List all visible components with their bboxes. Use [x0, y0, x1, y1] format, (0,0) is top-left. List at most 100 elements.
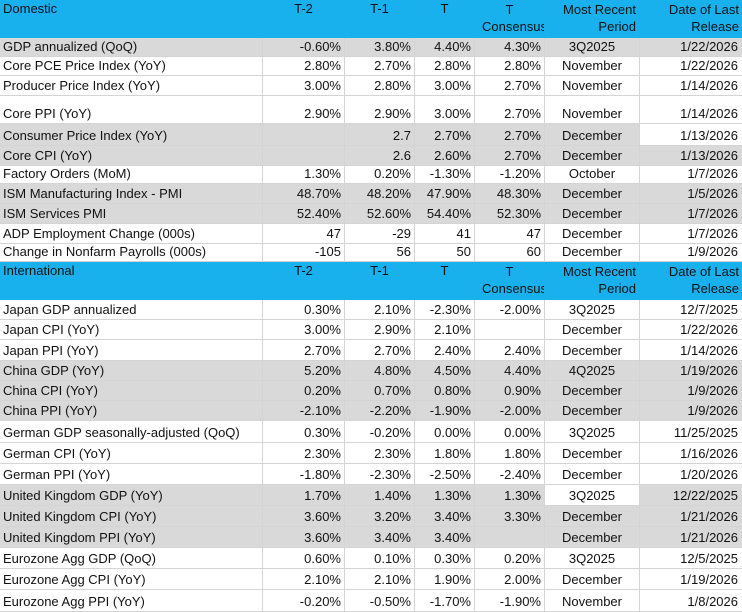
data-row: Core PPI (YoY) 2.90% 2.90% 3.00% 2.70% Novemb… — [0, 96, 742, 124]
value-cell: -2.50% — [415, 464, 475, 485]
value-cell: 1/7/2026 — [640, 204, 742, 224]
indicator-name: United Kingdom GDP (YoY) — [0, 485, 263, 506]
value-cell: 0.00% — [415, 421, 475, 443]
value-cell: -1.70% — [415, 590, 475, 612]
value-cell: 1/13/2026 — [640, 146, 742, 166]
value-cell: 1.30% — [415, 485, 475, 506]
data-row: Core PCE Price Index (YoY) 2.80% 2.70% 2.80… — [0, 57, 742, 76]
value-cell: 60 — [475, 244, 545, 262]
value-cell: 1/7/2026 — [640, 166, 742, 184]
indicator-name: Core PCE Price Index (YoY) — [0, 57, 263, 76]
data-row: United Kingdom CPI (YoY) 3.60% 3.20% 3.40% 3… — [0, 506, 742, 527]
value-cell: 2.30% — [263, 443, 345, 464]
value-cell: 1/9/2026 — [640, 381, 742, 401]
value-cell: 2.70% — [475, 76, 545, 96]
data-row: China PPI (YoY) -2.10% -2.20% -1.90% -2.00% D… — [0, 401, 742, 421]
indicator-name: China CPI (YoY) — [0, 381, 263, 401]
value-cell: December — [545, 464, 640, 485]
header-text: International — [3, 263, 75, 278]
value-cell: December — [545, 401, 640, 421]
value-cell: 47 — [475, 224, 545, 244]
value-cell: -2.40% — [475, 464, 545, 485]
value-cell: 52.30% — [475, 204, 545, 224]
value-cell: 1/14/2026 — [640, 96, 742, 124]
data-row: United Kingdom GDP (YoY) 1.70% 1.40% 1.30% 1… — [0, 485, 742, 506]
value-cell: 1/21/2026 — [640, 527, 742, 548]
indicator-name: Change in Nonfarm Payrolls (000s) — [0, 244, 263, 262]
value-cell: 0.70% — [345, 381, 415, 401]
value-cell: 4.50% — [415, 361, 475, 381]
value-cell: 12/7/2025 — [640, 300, 742, 320]
value-cell — [263, 146, 345, 166]
indicator-name: Eurozone Agg GDP (QoQ) — [0, 548, 263, 569]
indicator-name: China PPI (YoY) — [0, 401, 263, 421]
header-cell: Domestic — [0, 0, 263, 38]
value-cell — [475, 527, 545, 548]
value-cell: 1.30% — [263, 166, 345, 184]
value-cell: 54.40% — [415, 204, 475, 224]
data-row: Eurozone Agg CPI (YoY) 2.10% 2.10% 1.90% 2.0… — [0, 569, 742, 590]
indicator-name: German CPI (YoY) — [0, 443, 263, 464]
value-cell: 2.60% — [415, 146, 475, 166]
indicator-name: ISM Services PMI — [0, 204, 263, 224]
header-cell: T-1 — [345, 262, 415, 300]
value-cell: 56 — [345, 244, 415, 262]
value-cell: 3Q2025 — [545, 485, 640, 506]
indicator-name: Japan CPI (YoY) — [0, 320, 263, 340]
value-cell: 2.10% — [415, 320, 475, 340]
value-cell: December — [545, 443, 640, 464]
value-cell: 1/22/2026 — [640, 38, 742, 57]
data-row: Factory Orders (MoM) 1.30% 0.20% -1.30% -1.2… — [0, 166, 742, 184]
value-cell: 52.60% — [345, 204, 415, 224]
value-cell: -1.90% — [475, 590, 545, 612]
data-row: Japan GDP annualized 0.30% 2.10% -2.30% -2.0… — [0, 300, 742, 320]
header-cell: Date of Last Release — [640, 262, 742, 300]
header-cell: T-2 — [263, 0, 345, 38]
value-cell: 3.40% — [345, 527, 415, 548]
value-cell: 41 — [415, 224, 475, 244]
value-cell: -0.50% — [345, 590, 415, 612]
value-cell: December — [545, 224, 640, 244]
data-row: Core CPI (YoY) 2.6 2.60% 2.70% December 1/13/… — [0, 146, 742, 166]
value-cell: 0.80% — [415, 381, 475, 401]
data-row: ISM Manufacturing Index - PMI 48.70% 48.20… — [0, 184, 742, 204]
header-text: Date of Last Release — [668, 2, 739, 34]
value-cell: 2.70% — [475, 124, 545, 146]
value-cell — [475, 320, 545, 340]
value-cell: November — [545, 590, 640, 612]
indicator-name: United Kingdom CPI (YoY) — [0, 506, 263, 527]
value-cell: -2.10% — [263, 401, 345, 421]
value-cell: 48.70% — [263, 184, 345, 204]
value-cell: 2.40% — [415, 340, 475, 361]
value-cell: -0.20% — [345, 421, 415, 443]
value-cell: 1.70% — [263, 485, 345, 506]
value-cell: 1/20/2026 — [640, 464, 742, 485]
indicator-name: Consumer Price Index (YoY) — [0, 124, 263, 146]
value-cell: November — [545, 76, 640, 96]
value-cell: December — [545, 244, 640, 262]
header-text: Date of Last Release — [668, 264, 739, 296]
value-cell: December — [545, 527, 640, 548]
value-cell: December — [545, 204, 640, 224]
value-cell: 1.40% — [345, 485, 415, 506]
value-cell: 0.20% — [263, 381, 345, 401]
value-cell: December — [545, 146, 640, 166]
value-cell: 1/22/2026 — [640, 320, 742, 340]
value-cell: December — [545, 569, 640, 590]
value-cell: 4.30% — [475, 38, 545, 57]
value-cell: December — [545, 506, 640, 527]
value-cell: 3.40% — [415, 506, 475, 527]
value-cell: 1/19/2026 — [640, 569, 742, 590]
indicator-name: Eurozone Agg PPI (YoY) — [0, 590, 263, 612]
value-cell: -29 — [345, 224, 415, 244]
header-text: T-1 — [370, 263, 389, 278]
header-text: Most Recent Period — [563, 264, 636, 296]
value-cell: 11/25/2025 — [640, 421, 742, 443]
header-text: Most Recent Period — [563, 2, 636, 34]
value-cell: 2.70% — [475, 96, 545, 124]
value-cell: 0.90% — [475, 381, 545, 401]
indicator-name: Core CPI (YoY) — [0, 146, 263, 166]
header-text: Domestic — [3, 1, 58, 16]
value-cell: 48.20% — [345, 184, 415, 204]
